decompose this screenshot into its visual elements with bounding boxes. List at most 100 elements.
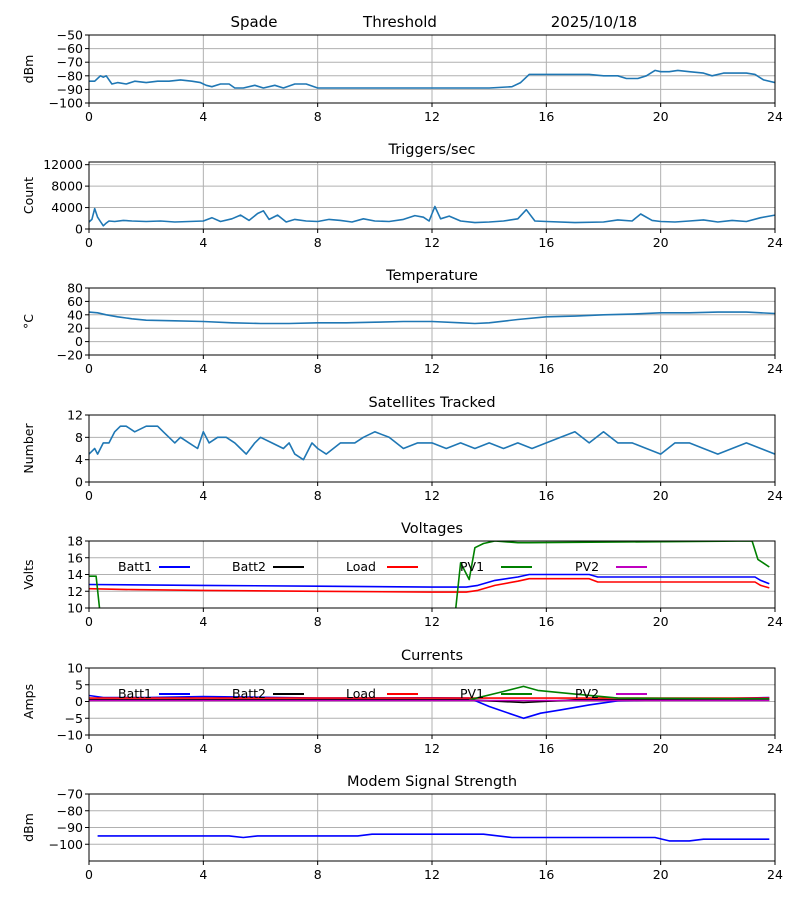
x-tick-label: 8 <box>314 488 322 503</box>
legend-label-pv1: PV1 <box>460 559 484 574</box>
x-tick-label: 24 <box>767 867 783 882</box>
series-line-modem <box>97 833 770 842</box>
header-station: Spade <box>231 13 278 31</box>
series-line-pv1 <box>469 685 770 701</box>
x-tick-label: 8 <box>314 109 322 124</box>
y-tick-label: 20 <box>67 321 83 336</box>
y-tick-label: −10 <box>57 728 83 743</box>
x-tick-label: 16 <box>538 867 554 882</box>
series-line-pv1 <box>89 541 770 608</box>
x-tick-label: 8 <box>314 235 322 250</box>
x-tick-label: 20 <box>653 361 669 376</box>
x-tick-label: 0 <box>85 235 93 250</box>
x-tick-label: 12 <box>424 741 440 756</box>
y-axis-label: °C <box>21 314 36 329</box>
x-tick-label: 12 <box>424 361 440 376</box>
legend-label-pv2: PV2 <box>575 559 599 574</box>
legend: Batt1 Batt2 Load PV1 PV2 <box>118 559 647 574</box>
y-tick-label: 12000 <box>43 157 83 172</box>
legend-label-batt1: Batt1 <box>118 686 152 701</box>
chart-title: Triggers/sec <box>388 142 476 158</box>
y-axis-label: Number <box>21 423 36 474</box>
x-tick-label: 20 <box>653 614 669 629</box>
x-tick-label: 24 <box>767 235 783 250</box>
y-tick-label: 8000 <box>51 179 83 194</box>
y-tick-label: 16 <box>67 550 83 565</box>
y-tick-label: −20 <box>57 348 83 363</box>
x-tick-label: 8 <box>314 741 322 756</box>
chart-title: Voltages <box>401 521 463 537</box>
series-line-temperature <box>89 311 775 325</box>
x-tick-label: 8 <box>314 614 322 629</box>
chart-satellites: 0 4 8 12 16 20 24 0 4 8 12 Number Satellites Tracked <box>21 395 783 503</box>
series-group <box>89 425 775 461</box>
x-tick-label: 24 <box>767 741 783 756</box>
y-tick-label: −100 <box>49 96 83 111</box>
x-tick-label: 0 <box>85 867 93 882</box>
x-tick-label: 24 <box>767 361 783 376</box>
y-tick-label: 14 <box>67 567 83 582</box>
x-tick-label: 12 <box>424 235 440 250</box>
y-tick-label: 4000 <box>51 200 83 215</box>
header-mode: Threshold <box>362 13 437 31</box>
y-tick-label: 0 <box>75 222 83 237</box>
y-tick-label: −100 <box>49 837 83 852</box>
legend-label-batt1: Batt1 <box>118 559 152 574</box>
series-line-triggers <box>89 205 775 227</box>
chart-triggers: 0 4 8 12 16 20 24 0 4000 8000 12000 Count Triggers/s… <box>21 142 783 250</box>
chart-threshold: 0 4 8 12 16 20 24 −50−60−70−80−90−100 dBm <box>21 28 783 125</box>
x-tick-label: 20 <box>653 867 669 882</box>
x-tick-label: 24 <box>767 614 783 629</box>
x-tick-label: 0 <box>85 741 93 756</box>
y-tick-label: 4 <box>75 452 83 467</box>
series-line-batt1 <box>89 573 770 588</box>
x-tick-label: 4 <box>199 614 207 629</box>
legend-label-batt2: Batt2 <box>232 686 266 701</box>
x-tick-label: 4 <box>199 488 207 503</box>
x-tick-label: 4 <box>199 109 207 124</box>
y-tick-label: 10 <box>67 661 83 676</box>
x-tick-label: 16 <box>538 361 554 376</box>
y-tick-label: 0 <box>75 334 83 349</box>
series-group <box>89 685 770 720</box>
x-tick-label: 8 <box>314 361 322 376</box>
chart-title: Currents <box>401 648 463 664</box>
x-tick-label: 8 <box>314 867 322 882</box>
y-axis-label: Volts <box>21 559 36 589</box>
legend-label-pv2: PV2 <box>575 686 599 701</box>
series-group <box>89 205 775 227</box>
y-tick-label: −60 <box>57 41 83 56</box>
header-date: 2025/10/18 <box>551 13 637 31</box>
x-tick-label: 0 <box>85 488 93 503</box>
y-tick-label: 5 <box>75 677 83 692</box>
y-axis-label: dBm <box>21 813 36 842</box>
legend-label-pv1: PV1 <box>460 686 484 701</box>
x-tick-label: 12 <box>424 614 440 629</box>
x-tick-label: 16 <box>538 488 554 503</box>
x-tick-label: 16 <box>538 109 554 124</box>
y-tick-label: 12 <box>67 408 83 423</box>
x-tick-label: 20 <box>653 488 669 503</box>
y-tick-label: −90 <box>57 82 83 97</box>
x-tick-label: 0 <box>85 361 93 376</box>
x-tick-label: 16 <box>538 235 554 250</box>
x-tick-label: 20 <box>653 741 669 756</box>
chart-title: Temperature <box>385 268 478 284</box>
chart-title: Modem Signal Strength <box>347 774 517 790</box>
series-group <box>89 541 770 608</box>
x-tick-label: 0 <box>85 109 93 124</box>
x-tick-label: 4 <box>199 235 207 250</box>
y-axis-label: Amps <box>21 684 36 719</box>
x-tick-label: 4 <box>199 867 207 882</box>
series-group <box>97 833 770 842</box>
x-tick-label: 16 <box>538 741 554 756</box>
y-tick-label: −80 <box>57 803 83 818</box>
y-tick-label: −90 <box>57 820 83 835</box>
x-tick-label: 12 <box>424 867 440 882</box>
series-line-load <box>89 577 770 593</box>
y-tick-label: 12 <box>67 584 83 599</box>
legend-label-batt2: Batt2 <box>232 559 266 574</box>
chart-title: Satellites Tracked <box>368 395 495 411</box>
